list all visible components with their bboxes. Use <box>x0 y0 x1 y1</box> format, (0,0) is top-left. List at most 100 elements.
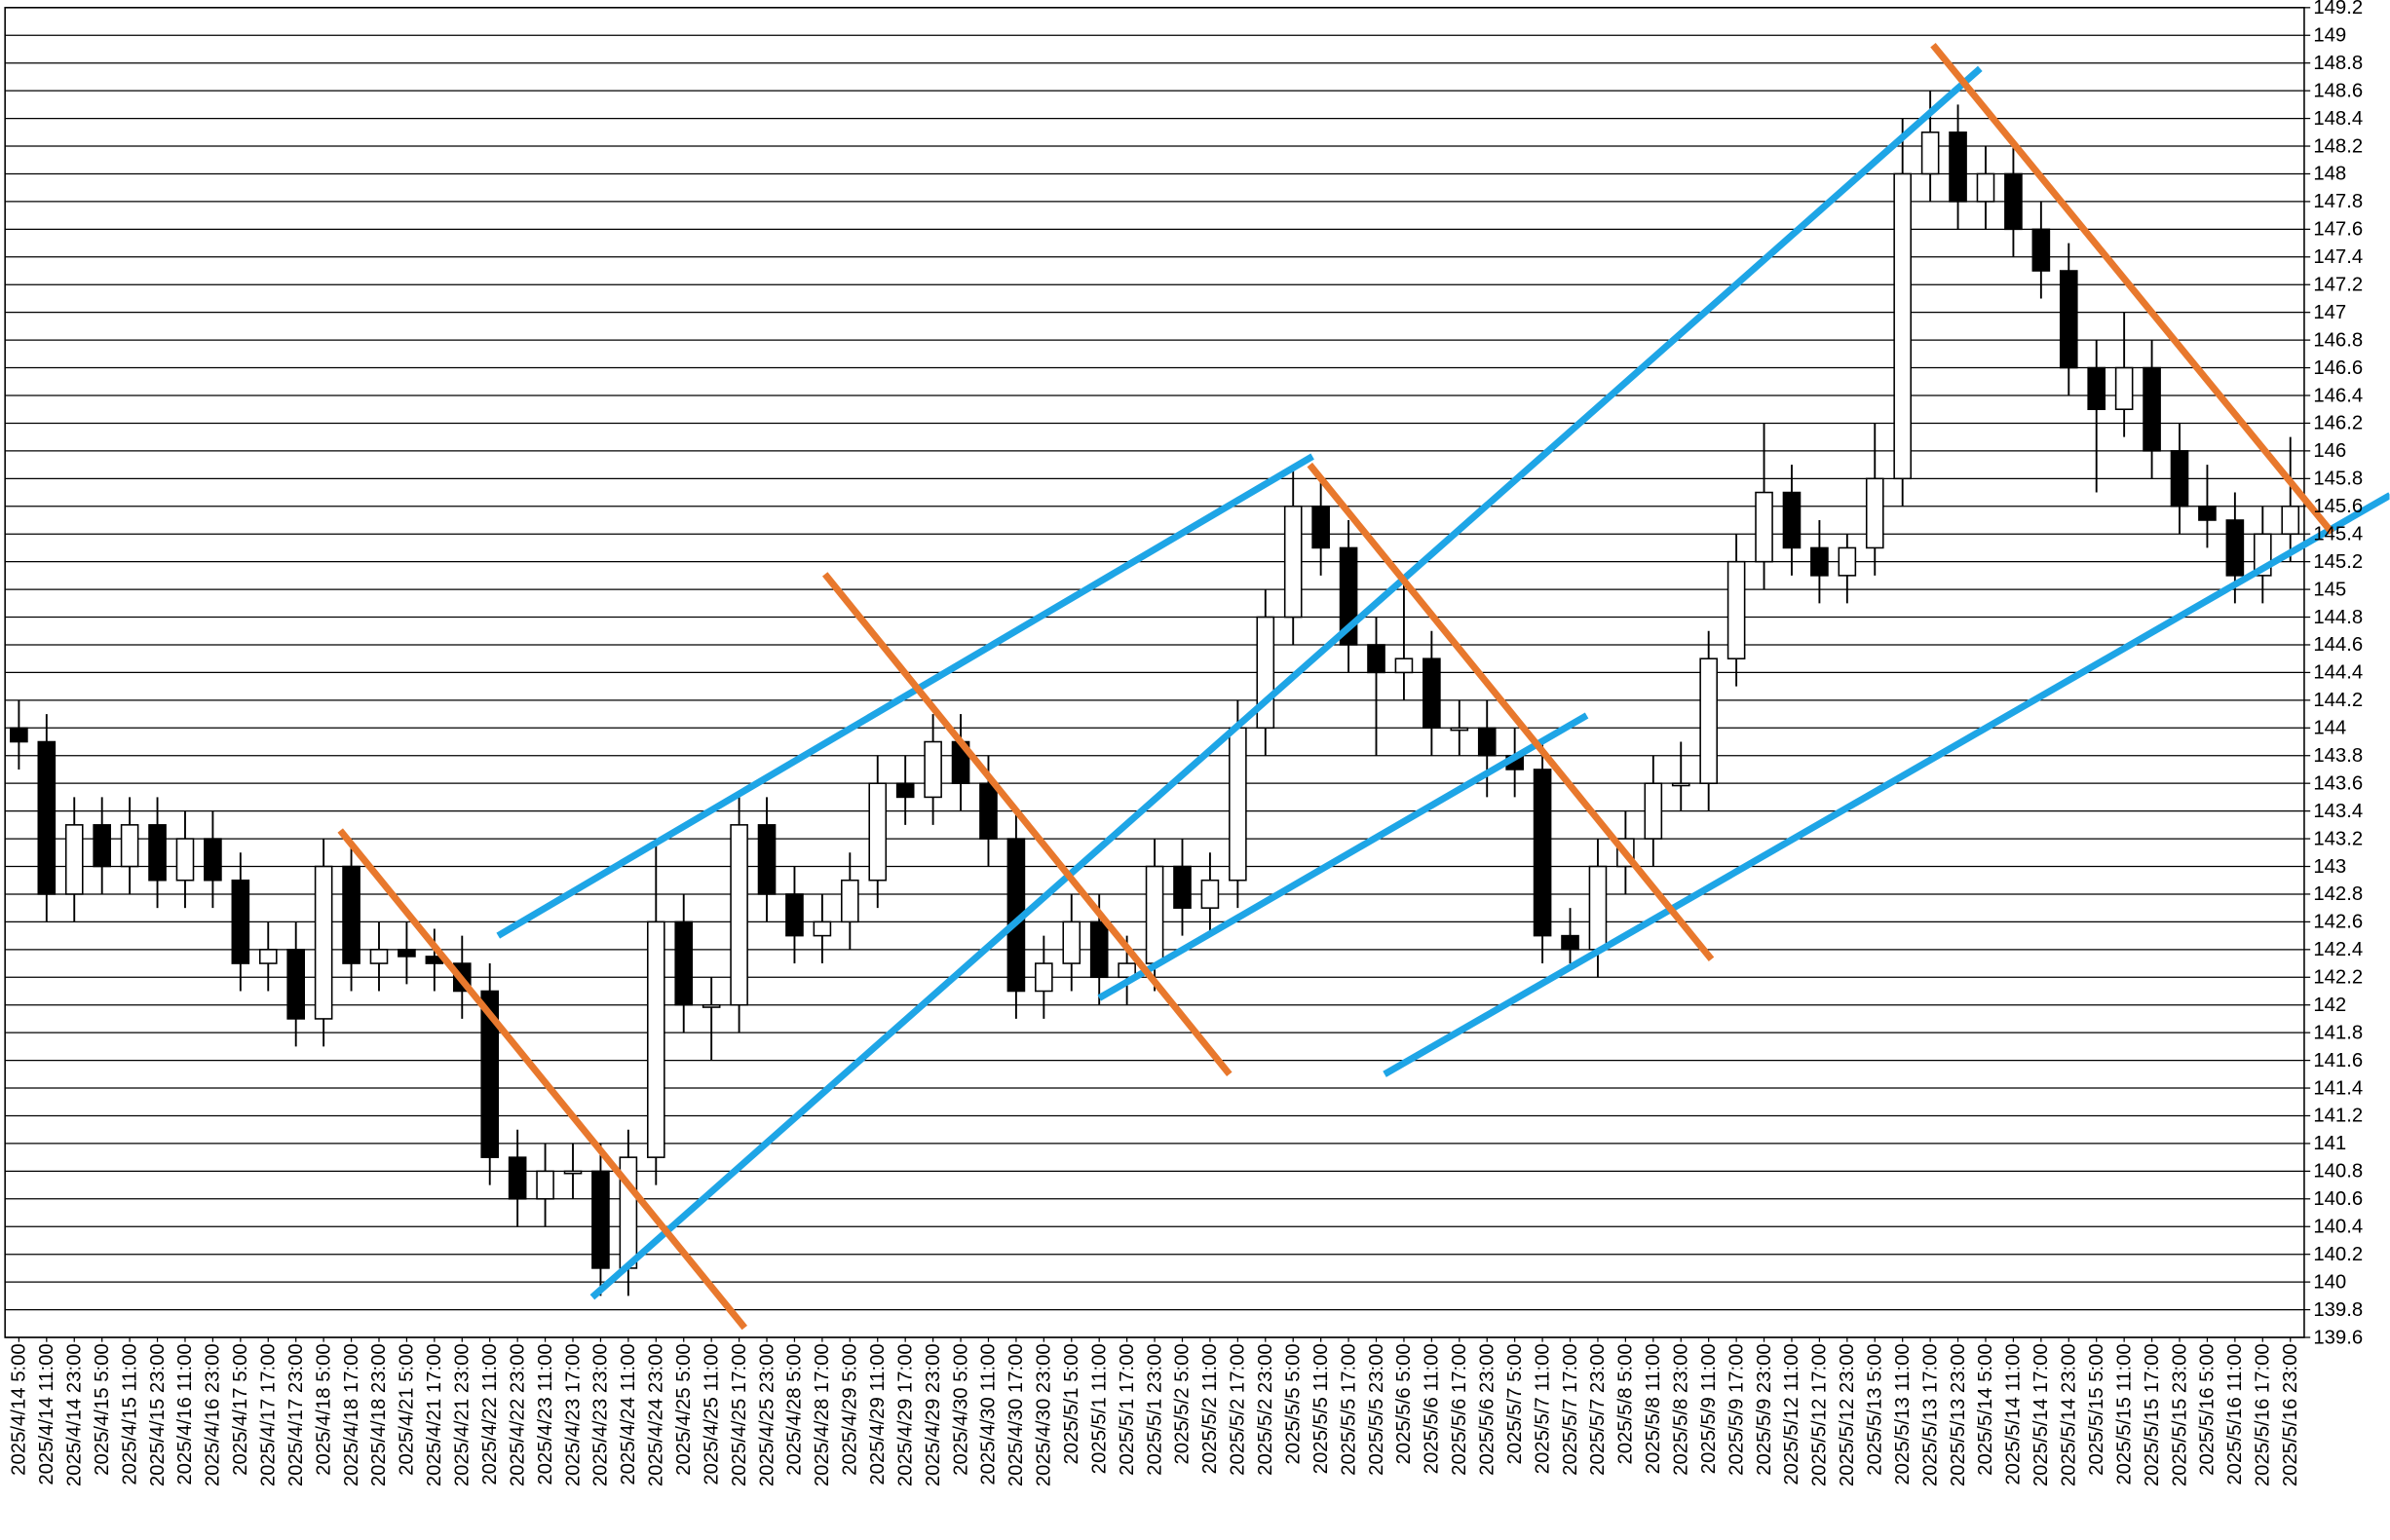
candle-body <box>1423 657 1441 730</box>
candle-body <box>1949 131 1967 203</box>
x-tick-label: 2025/4/25 23:00 <box>756 1343 778 1486</box>
y-tick-label: 143.4 <box>2313 801 2363 822</box>
y-tick-label: 145.8 <box>2313 469 2363 490</box>
candle-body <box>508 1156 527 1200</box>
x-tick-label: 2025/5/6 11:00 <box>1422 1343 1443 1474</box>
y-tick-label: 141.2 <box>2313 1106 2363 1127</box>
candle-body <box>895 782 915 799</box>
x-tick-label: 2025/5/13 5:00 <box>1865 1343 1886 1476</box>
x-tick-label: 2025/5/16 23:00 <box>2280 1343 2301 1486</box>
candle-body <box>204 838 222 882</box>
trendline <box>1097 712 1589 1001</box>
y-tick-label: 143.6 <box>2313 772 2363 794</box>
candle-body <box>702 1003 721 1008</box>
x-tick-label: 2025/5/2 5:00 <box>1172 1343 1194 1464</box>
x-tick-label: 2025/4/24 11:00 <box>618 1343 639 1484</box>
candle-body <box>2031 228 2051 272</box>
labels: 139.6 139.8 140 140.2 140.4 140.6 140.8 141 141.… <box>9 0 2364 1486</box>
y-tick-label: 144.8 <box>2313 607 2363 628</box>
candle-body <box>1118 962 1136 979</box>
x-tick-label: 2025/5/16 11:00 <box>2224 1343 2246 1484</box>
candle-body <box>37 740 57 895</box>
trendlines <box>337 42 2390 1331</box>
y-tick-label: 142.4 <box>2313 939 2363 960</box>
y-tick-label: 139.6 <box>2313 1327 2363 1348</box>
candle-body <box>757 824 777 895</box>
x-tick-label: 2025/5/7 5:00 <box>1504 1343 1526 1464</box>
candle-body <box>2198 505 2217 521</box>
x-tick-label: 2025/4/16 23:00 <box>203 1343 224 1486</box>
y-tick-label: 147.6 <box>2313 219 2363 241</box>
candle-body <box>369 949 389 964</box>
x-tick-label: 2025/5/16 17:00 <box>2253 1343 2274 1486</box>
y-tick-label: 143.2 <box>2313 828 2363 849</box>
x-tick-label: 2025/5/2 17:00 <box>1228 1343 1249 1476</box>
trendline <box>1307 462 1715 962</box>
x-tick-label: 2025/5/7 23:00 <box>1587 1343 1609 1476</box>
y-tick-label: 146.2 <box>2313 413 2363 434</box>
candle-body <box>2059 270 2078 369</box>
y-tick-label: 146.4 <box>2313 385 2363 406</box>
candle-body <box>1699 657 1718 784</box>
candle-body <box>841 879 859 923</box>
y-tick-label: 146.6 <box>2313 357 2363 379</box>
x-tick-label: 2025/5/8 11:00 <box>1643 1343 1664 1474</box>
x-tick-label: 2025/5/1 23:00 <box>1144 1343 1165 1476</box>
y-tick-label: 147.4 <box>2313 246 2363 268</box>
x-tick-label: 2025/4/24 23:00 <box>646 1343 667 1486</box>
x-tick-label: 2025/5/14 23:00 <box>2059 1343 2080 1486</box>
x-tick-label: 2025/4/22 11:00 <box>479 1343 501 1484</box>
y-tick-label: 143.8 <box>2313 745 2363 767</box>
y-tick-label: 144.4 <box>2313 662 2363 684</box>
x-tick-label: 2025/5/5 11:00 <box>1310 1343 1332 1474</box>
candle-body <box>1810 546 1829 577</box>
y-tick-label: 142 <box>2313 995 2346 1016</box>
y-tick-label: 140 <box>2313 1271 2346 1293</box>
y-tick-label: 148.8 <box>2313 53 2363 74</box>
candle-body <box>1588 865 1608 951</box>
candle-body <box>1755 491 1773 563</box>
candle-body <box>1477 727 1497 757</box>
trendline <box>496 453 1314 939</box>
x-tick-label: 2025/5/14 11:00 <box>2003 1343 2025 1484</box>
y-tick-label: 148 <box>2313 164 2346 185</box>
y-tick-label: 148.4 <box>2313 108 2363 130</box>
candle-body <box>1089 920 1109 979</box>
candle-body <box>924 740 942 799</box>
x-tick-label: 2025/5/7 11:00 <box>1532 1343 1553 1474</box>
candle-body <box>2087 366 2106 411</box>
candle-body <box>120 824 139 868</box>
x-tick-label: 2025/5/6 5:00 <box>1393 1343 1415 1464</box>
x-tick-label: 2025/4/17 23:00 <box>285 1343 307 1486</box>
candle-body <box>1893 172 1913 480</box>
candle-body <box>1782 491 1802 549</box>
y-tick-label: 146 <box>2313 440 2346 462</box>
x-tick-label: 2025/5/6 17:00 <box>1449 1343 1470 1476</box>
y-tick-label: 147.2 <box>2313 274 2363 295</box>
candle-body <box>1145 865 1164 964</box>
x-tick-label: 2025/4/15 11:00 <box>119 1343 140 1484</box>
x-tick-label: 2025/4/14 23:00 <box>64 1343 86 1486</box>
trendline <box>589 65 1983 1300</box>
y-tick-label: 144 <box>2313 718 2346 739</box>
x-tick-label: 2025/4/30 5:00 <box>950 1343 971 1476</box>
x-tick-label: 2025/4/28 17:00 <box>812 1343 833 1486</box>
x-tick-label: 2025/5/15 5:00 <box>2086 1343 2107 1476</box>
candle-body <box>1256 616 1275 730</box>
x-tick-label: 2025/5/1 11:00 <box>1088 1343 1110 1474</box>
x-tick-label: 2025/4/14 5:00 <box>9 1343 30 1476</box>
x-tick-label: 2025/4/29 5:00 <box>840 1343 861 1476</box>
candle-body <box>1976 172 1995 203</box>
candle-body <box>258 949 278 964</box>
candle-body <box>674 920 694 1006</box>
x-tick-label: 2025/5/9 17:00 <box>1726 1343 1747 1476</box>
x-tick-label: 2025/4/23 11:00 <box>535 1343 556 1484</box>
candle-body <box>148 824 167 882</box>
candle-body <box>1062 920 1081 964</box>
x-tick-label: 2025/5/12 23:00 <box>1837 1343 1858 1486</box>
candle-body <box>175 838 195 882</box>
candle-body <box>1920 131 1940 175</box>
x-tick-label: 2025/4/29 23:00 <box>923 1343 944 1486</box>
